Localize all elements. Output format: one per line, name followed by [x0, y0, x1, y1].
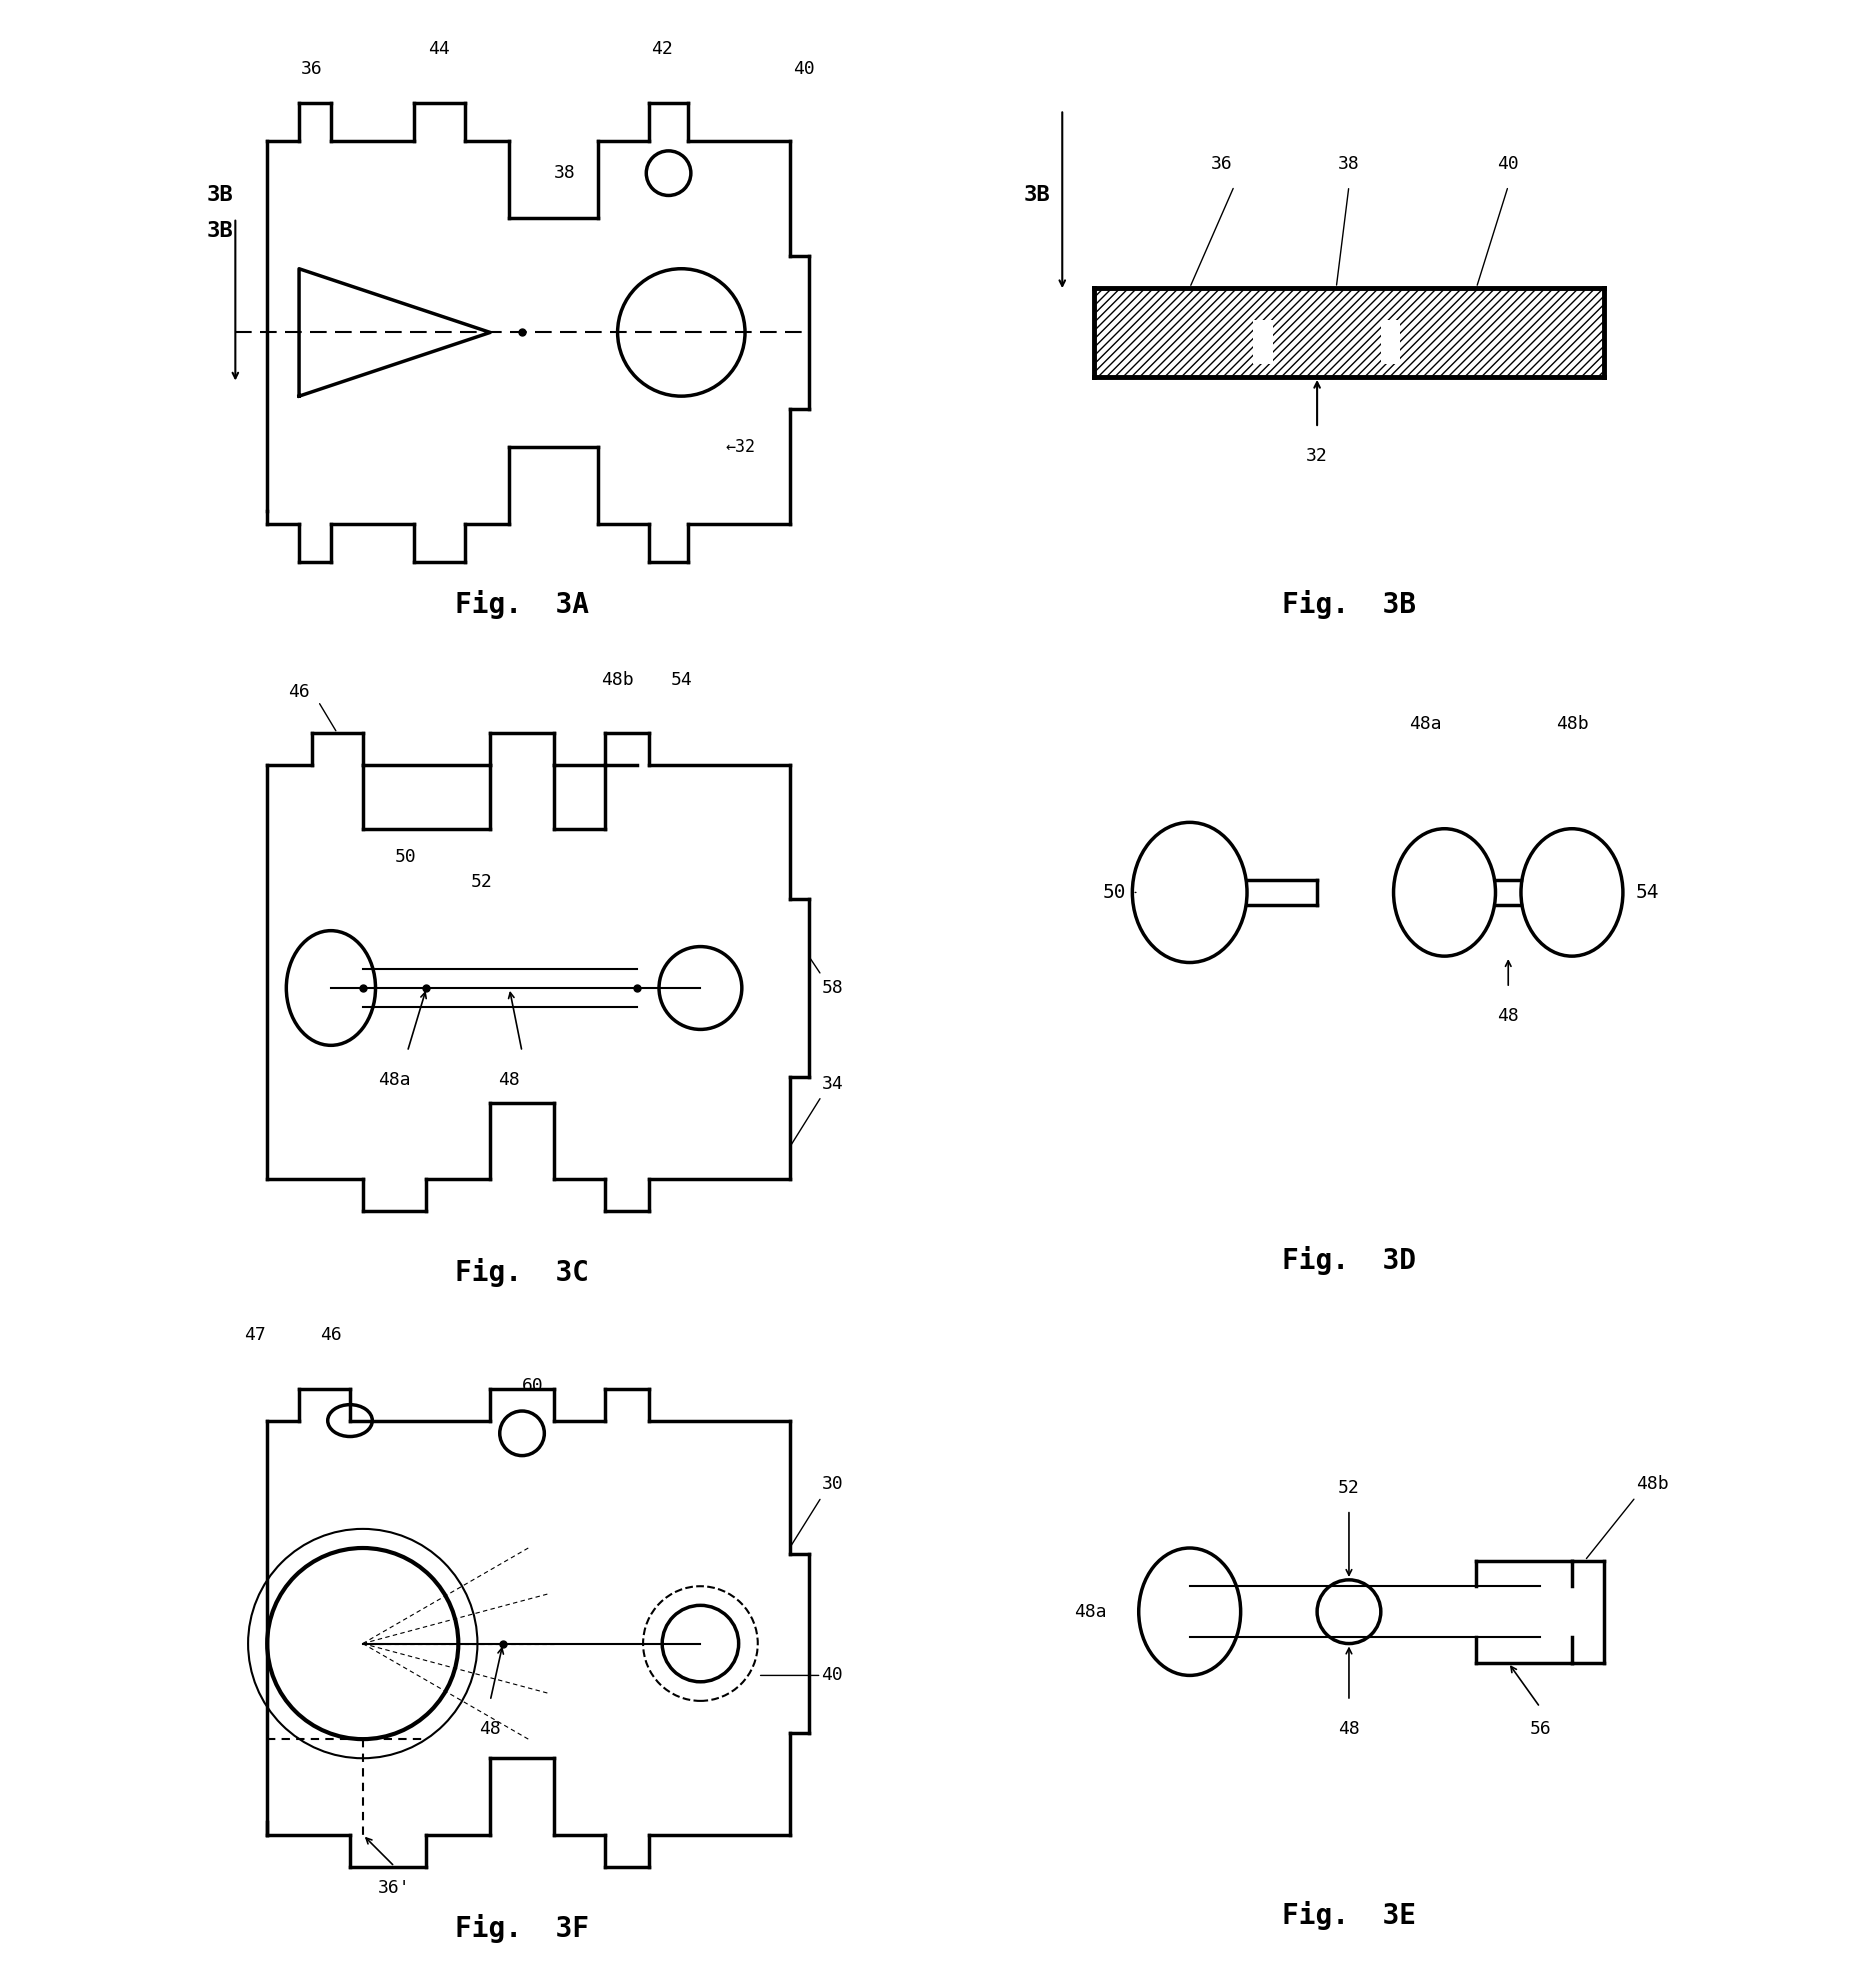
Text: 34: 34 [821, 1075, 844, 1093]
Text: Fig.  3B: Fig. 3B [1282, 591, 1416, 618]
Text: 3B: 3B [1023, 186, 1052, 206]
Text: 47: 47 [243, 1326, 266, 1344]
Text: 42: 42 [651, 40, 674, 59]
Text: Fig.  3E: Fig. 3E [1282, 1901, 1416, 1931]
Bar [1095, 288, 1603, 377]
Text: 54: 54 [1635, 883, 1660, 901]
Text: 58: 58 [821, 978, 844, 998]
Text: 36: 36 [301, 59, 322, 77]
Text: 50: 50 [395, 848, 417, 865]
Text: 36: 36 [1211, 156, 1233, 174]
Text: 44: 44 [428, 40, 451, 59]
Text: 3B: 3B [206, 221, 234, 241]
Text: 46: 46 [320, 1326, 342, 1344]
Text: 40: 40 [821, 1666, 844, 1684]
Text: 48b: 48b [601, 670, 634, 688]
Text: 48b: 48b [1635, 1476, 1669, 1494]
Text: Fig.  3F: Fig. 3F [455, 1915, 589, 1942]
Text: Fig.  3A: Fig. 3A [455, 591, 589, 618]
Text: 50: 50 [1102, 883, 1126, 901]
Text: 56: 56 [1529, 1719, 1551, 1739]
Text: 48a: 48a [1074, 1603, 1108, 1620]
Text: Fig.  3C: Fig. 3C [455, 1259, 589, 1288]
Text: 32: 32 [1306, 447, 1328, 464]
Text: 46: 46 [288, 684, 311, 701]
Bar [1095, 288, 1603, 377]
Text: 52: 52 [1338, 1478, 1360, 1498]
Text: 36': 36' [378, 1879, 412, 1897]
Text: 52: 52 [471, 873, 492, 891]
Text: 48a: 48a [1409, 715, 1443, 733]
Text: 40: 40 [793, 59, 816, 77]
Text: 48: 48 [1338, 1719, 1360, 1739]
Bar [1254, 320, 1272, 364]
Text: 38: 38 [1338, 156, 1360, 174]
Text: 48: 48 [498, 1071, 520, 1089]
Text: 48a: 48a [378, 1071, 412, 1089]
Text: 3B: 3B [206, 186, 234, 206]
Text: 48b: 48b [1555, 715, 1588, 733]
Text: 48: 48 [479, 1719, 501, 1739]
Text: Fig.  3D: Fig. 3D [1282, 1245, 1416, 1275]
Text: 30: 30 [821, 1476, 844, 1494]
Text: 60: 60 [522, 1377, 544, 1395]
Bar [1381, 320, 1400, 364]
Text: 54: 54 [670, 670, 692, 688]
Text: ←32: ←32 [726, 439, 756, 456]
Text: 48: 48 [1497, 1008, 1519, 1026]
Text: 40: 40 [1497, 156, 1519, 174]
Text: 38: 38 [554, 164, 576, 182]
